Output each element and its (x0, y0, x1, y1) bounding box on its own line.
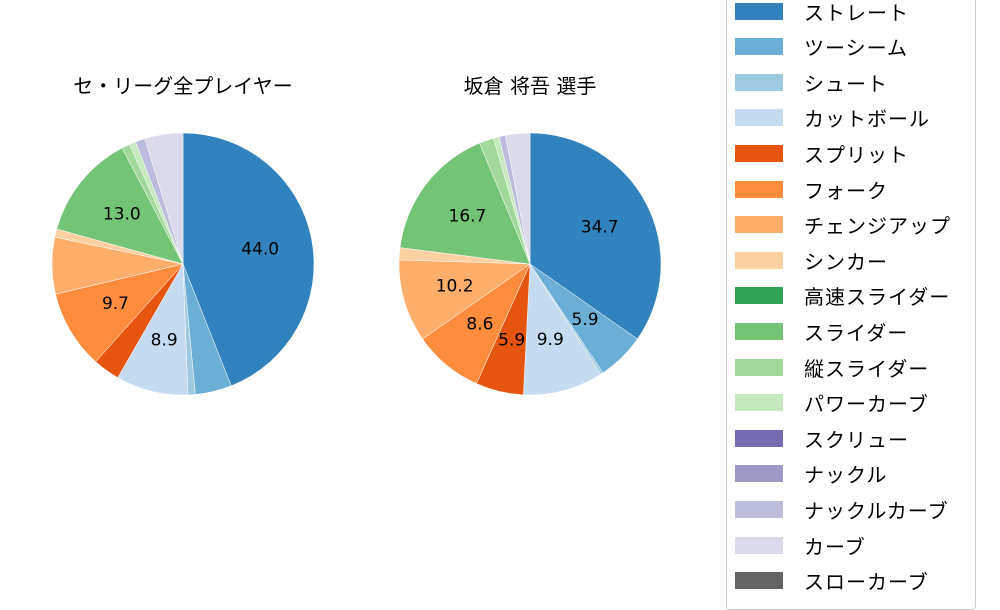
legend-label: スプリット (804, 142, 909, 167)
slice-value-label: 44.0 (241, 239, 279, 259)
left-pie-title: セ・リーグ全プレイヤー (73, 74, 293, 98)
league-pie-chart: 44.0 8.9 9.7 13.0 (51, 132, 315, 396)
legend-label: スライダー (804, 320, 909, 345)
legend-label: カットボール (804, 107, 930, 132)
legend-label: シンカー (804, 249, 888, 274)
legend-swatch (735, 394, 783, 412)
legend-item: スプリット (735, 141, 909, 167)
legend-item: シュート (735, 70, 888, 96)
legend-swatch (735, 73, 783, 91)
legend-swatch (735, 109, 783, 127)
legend-label: 高速スライダー (804, 285, 951, 310)
legend-label: フォーク (804, 178, 888, 203)
slice-value-label: 16.7 (449, 206, 487, 226)
legend-swatch (735, 358, 783, 376)
slice-value-label: 9.7 (102, 294, 129, 314)
pie-slice (398, 259, 531, 340)
legend-item: ナックル (735, 462, 888, 488)
legend-item: シンカー (735, 248, 888, 274)
slice-value-label: 13.0 (103, 205, 141, 225)
pie-slice (523, 263, 602, 396)
legend-item: ツーシーム (735, 35, 908, 61)
legend-item: 縦スライダー (735, 355, 930, 381)
legend-swatch (735, 572, 783, 590)
legend-item: パワーカーブ (735, 391, 929, 417)
legend-swatch (735, 287, 783, 305)
legend-item: スクリュー (735, 426, 909, 452)
slice-value-label: 5.9 (498, 330, 525, 350)
legend-swatch (735, 465, 783, 483)
legend-label: ストレート (804, 0, 909, 25)
legend-label: カーブ (804, 534, 866, 559)
pie-slice (182, 132, 315, 387)
legend-swatch (735, 216, 783, 234)
legend-swatch (735, 536, 783, 554)
legend-label: ツーシーム (804, 36, 908, 61)
legend-swatch (735, 144, 783, 162)
slice-value-label: 34.7 (581, 218, 619, 238)
legend-item: ストレート (735, 0, 909, 25)
slice-value-label: 8.9 (151, 330, 178, 350)
pie-slice (399, 142, 531, 265)
right-pie-title: 坂倉 将吾 選手 (463, 74, 597, 98)
legend-label: ナックル (804, 463, 888, 488)
legend-label: ナックルカーブ (804, 498, 949, 523)
slice-value-label: 8.6 (466, 315, 493, 335)
legend-label: シュート (804, 71, 888, 96)
player-pie-chart: 34.75.99.95.98.610.216.7 (398, 132, 662, 396)
legend-swatch (735, 322, 783, 340)
legend-swatch (735, 38, 783, 56)
slice-value-label: 5.9 (572, 310, 599, 330)
legend-label: パワーカーブ (804, 392, 929, 417)
legend-swatch (735, 180, 783, 198)
pie-slice (529, 132, 662, 340)
legend-swatch (735, 2, 783, 20)
pie-slice (144, 132, 184, 265)
legend-item: スローカーブ (735, 569, 929, 595)
legend-item: チェンジアップ (735, 213, 951, 239)
legend-item: カットボール (735, 106, 930, 132)
pie-slice (505, 132, 531, 265)
legend-label: 縦スライダー (804, 356, 930, 381)
legend-swatch (735, 500, 783, 518)
legend-item: フォーク (735, 177, 888, 203)
legend-item: カーブ (735, 533, 866, 559)
legend-swatch (735, 429, 783, 447)
legend-item: 高速スライダー (735, 284, 951, 310)
pie-slice (56, 147, 184, 265)
legend: ストレートツーシームシュートカットボール スプリットフォークチェンジアップ シンカー… (726, 0, 976, 610)
pie-slice (55, 263, 184, 363)
slice-value-label: 9.9 (537, 330, 564, 350)
legend-label: スクリュー (804, 427, 909, 452)
legend-label: チェンジアップ (804, 214, 951, 239)
legend-item: ナックルカーブ (735, 497, 949, 523)
legend-swatch (735, 251, 783, 269)
legend-item: スライダー (735, 319, 909, 345)
slice-value-label: 10.2 (436, 276, 474, 296)
legend-label: スローカーブ (804, 570, 929, 595)
